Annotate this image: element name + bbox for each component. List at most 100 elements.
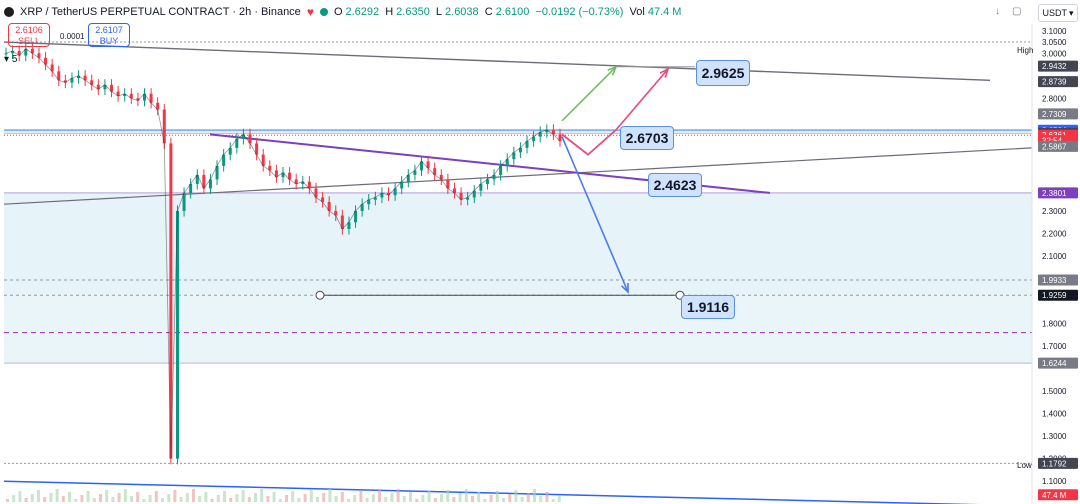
sell-button[interactable]: 2.6106 SELL bbox=[8, 23, 50, 47]
blue-arrow[interactable] bbox=[561, 136, 629, 293]
candle-body bbox=[110, 84, 114, 92]
volume-bar bbox=[247, 497, 251, 502]
indicator-toggle[interactable]: ▾ 5 bbox=[4, 54, 17, 65]
candle-body bbox=[96, 84, 100, 90]
volume-bar bbox=[80, 495, 84, 502]
callout-mid-level[interactable]: 2.6703 bbox=[620, 126, 674, 150]
candle-body bbox=[420, 161, 423, 171]
volume-bar bbox=[74, 499, 78, 502]
candle-body bbox=[149, 93, 153, 103]
candle-body bbox=[4, 53, 8, 55]
volume-bar bbox=[185, 493, 189, 502]
candle-body bbox=[452, 188, 456, 193]
spread-value: 0.0001 bbox=[60, 32, 85, 41]
volume-bar bbox=[409, 492, 412, 502]
volume-bar bbox=[508, 494, 512, 502]
volume-bar bbox=[68, 492, 71, 502]
volume-bar bbox=[415, 499, 419, 502]
buy-price: 2.6107 bbox=[95, 25, 123, 35]
price-axis-tick: 2.8000 bbox=[1042, 94, 1067, 103]
candle-body bbox=[499, 165, 503, 175]
price-axis-tick: 1.7000 bbox=[1042, 342, 1067, 351]
pink-zigzag[interactable] bbox=[561, 129, 617, 156]
open-label: O bbox=[333, 6, 343, 18]
volume-bar bbox=[30, 494, 34, 502]
sell-label: SELL bbox=[17, 36, 41, 46]
candle-body bbox=[156, 102, 160, 110]
candle-body bbox=[532, 136, 536, 142]
volume-bar bbox=[533, 489, 536, 502]
volume-bar bbox=[384, 497, 388, 502]
volume-bar bbox=[198, 496, 202, 502]
volume-bar bbox=[334, 496, 338, 502]
candle-body bbox=[314, 188, 318, 198]
price-axis-tick: 1.1792 bbox=[1042, 459, 1067, 468]
price-axis-tick: 1.6244 bbox=[1042, 359, 1067, 368]
volume-bar bbox=[272, 492, 276, 502]
candle-body bbox=[406, 174, 410, 182]
price-axis-tick: 3.0500 bbox=[1042, 38, 1067, 47]
volume-bar bbox=[297, 498, 301, 502]
candle-body bbox=[37, 53, 41, 58]
candle-body bbox=[143, 93, 146, 101]
volume-bar bbox=[458, 493, 462, 502]
close-label: C bbox=[484, 6, 493, 18]
volume-label: Vol bbox=[629, 6, 645, 18]
low-label: L bbox=[435, 6, 443, 18]
candle-body bbox=[70, 78, 74, 83]
callout-target-high[interactable]: 2.9625 bbox=[696, 60, 750, 86]
volume-bar bbox=[229, 498, 233, 502]
download-icon[interactable]: ↓ bbox=[995, 6, 1000, 17]
price-axis-tick: 1.3000 bbox=[1042, 432, 1067, 441]
candle-body bbox=[123, 93, 127, 97]
volume-bar bbox=[210, 499, 214, 502]
fullscreen-icon[interactable]: ▢ bbox=[1012, 6, 1022, 17]
volume-bar bbox=[402, 496, 406, 502]
candle-body bbox=[505, 159, 509, 166]
green-arrow[interactable] bbox=[561, 66, 617, 122]
price-axis-tick: 1.4000 bbox=[1042, 410, 1067, 419]
price-axis-tick: 1.9259 bbox=[1042, 291, 1067, 300]
candle-body bbox=[63, 80, 67, 83]
volume-bar bbox=[359, 491, 363, 502]
currency-select[interactable]: USDT ▾ bbox=[1038, 4, 1078, 22]
price-axis-tick: 2.3000 bbox=[1042, 207, 1067, 216]
price-tag-bg bbox=[1038, 457, 1078, 469]
close-value: 2.6100 bbox=[495, 6, 530, 18]
volume-bar bbox=[526, 493, 530, 502]
candle-body bbox=[103, 84, 107, 90]
price-axis-tick: 1.5000 bbox=[1042, 387, 1067, 396]
volume-bar bbox=[61, 496, 65, 502]
volume-bar bbox=[353, 495, 357, 502]
buy-button[interactable]: 2.6107 BUY bbox=[88, 23, 130, 47]
volume-bar bbox=[309, 490, 313, 502]
pink-arrow[interactable] bbox=[615, 68, 669, 131]
price-tag-bg bbox=[1038, 76, 1078, 88]
bottom-channel-line[interactable] bbox=[3, 480, 1032, 504]
volume-value: 47.4 M bbox=[647, 6, 682, 18]
candle-body bbox=[281, 172, 285, 178]
candle-body bbox=[77, 75, 81, 79]
candle-body bbox=[195, 174, 199, 184]
price-axis-tick: 2.7309 bbox=[1042, 110, 1067, 119]
candle-body bbox=[512, 152, 516, 160]
candle-body bbox=[373, 197, 377, 200]
candle-body bbox=[307, 181, 311, 189]
callout-target-low[interactable]: 1.9116 bbox=[681, 295, 735, 319]
high-label: H bbox=[385, 6, 394, 18]
candle-body bbox=[175, 210, 179, 459]
volume-bar bbox=[266, 496, 270, 502]
upper-trendline[interactable] bbox=[3, 41, 991, 82]
candle-body bbox=[545, 129, 549, 133]
volume-bar bbox=[179, 497, 183, 502]
candle-body bbox=[538, 132, 542, 137]
ray-handle-left[interactable] bbox=[315, 290, 325, 300]
favorite-icon[interactable]: ♥ bbox=[306, 5, 314, 19]
volume-bar bbox=[446, 490, 450, 502]
candle-body bbox=[393, 188, 397, 196]
lower-trendline[interactable] bbox=[3, 147, 1033, 205]
callout-support-level[interactable]: 2.4623 bbox=[648, 173, 702, 197]
symbol-title[interactable]: XRP / TetherUS PERPETUAL CONTRACT · 2h ·… bbox=[20, 6, 301, 18]
volume-bar bbox=[291, 491, 295, 502]
